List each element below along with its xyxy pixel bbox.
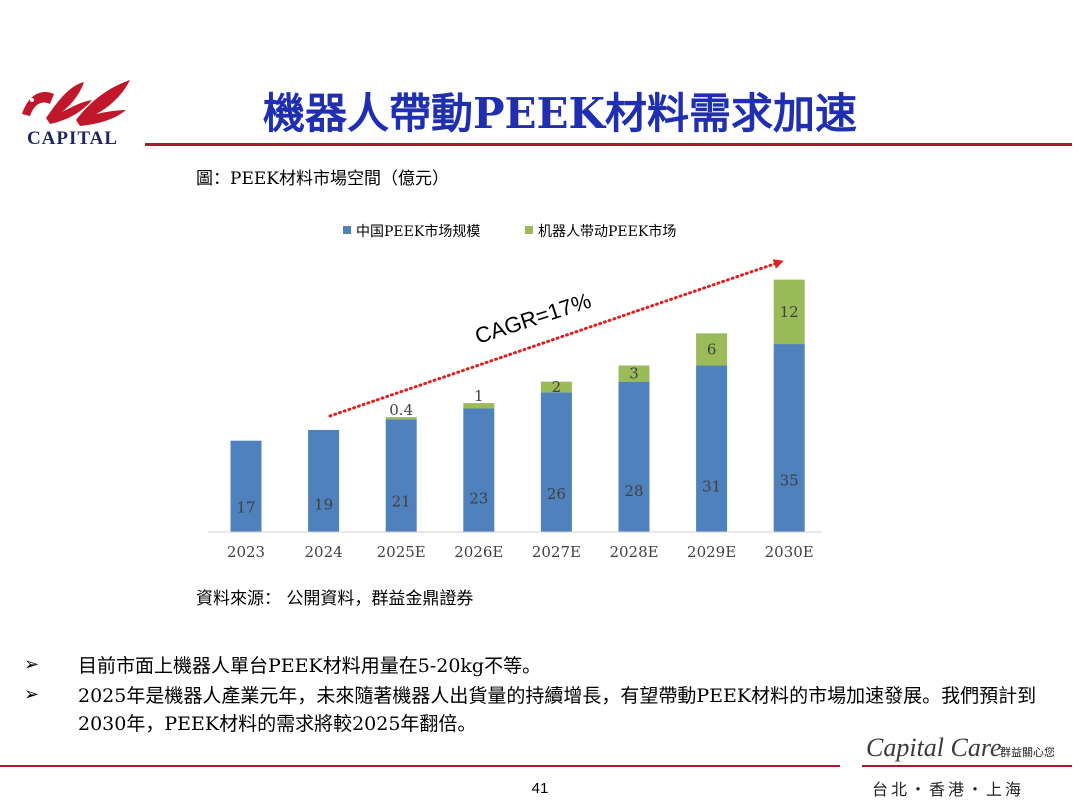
- data-label: 0.4: [389, 401, 413, 419]
- x-tick-label: 2028E: [609, 543, 658, 561]
- x-axis-tick-labels: 2023 2024 2025E 2026E 2027E 2028E 2029E 2030E: [227, 543, 814, 561]
- bar-robot-peek: [696, 333, 728, 366]
- bar-robot-peek: [773, 279, 805, 345]
- bar-china-peek: [618, 381, 650, 532]
- legend-label: 中国PEEK市场规模: [356, 223, 480, 240]
- bar-china-peek: [773, 344, 805, 532]
- chart-legend: 中国PEEK市场规模 机器人带动PEEK市场: [343, 223, 676, 240]
- x-tick-label: 2029E: [687, 543, 736, 561]
- data-label: 12: [780, 303, 799, 321]
- x-tick-label: 2024: [305, 543, 343, 561]
- bar-robot-peek: [385, 417, 417, 420]
- bar-china-peek: [696, 365, 728, 532]
- x-tick-label: 2023: [227, 543, 265, 561]
- data-label: 31: [702, 477, 721, 495]
- data-label: 35: [780, 471, 799, 489]
- x-tick-label: 2027E: [532, 543, 581, 561]
- bar-robot-peek: [540, 381, 572, 393]
- bar-robot-peek: [618, 365, 650, 382]
- bar-china-peek: [308, 429, 340, 532]
- data-label: 6: [707, 340, 717, 358]
- bar-china-peek: [230, 440, 262, 532]
- data-label: 21: [392, 492, 411, 510]
- x-tick-label: 2025E: [377, 543, 426, 561]
- bar-china-peek: [540, 392, 572, 532]
- footer-cities: 台北・香港・上海: [872, 780, 1025, 799]
- legend-swatch: [525, 226, 533, 234]
- arrowhead-bullet-icon: ➢: [24, 654, 40, 675]
- brand-script-logo: Capital Care: [866, 733, 1002, 762]
- cagr-annotation: CAGR=17%: [472, 288, 594, 349]
- data-label: 1: [474, 387, 484, 405]
- data-label: 19: [314, 495, 333, 513]
- brand-tagline: 群益關心您: [1000, 746, 1055, 759]
- data-label: 28: [624, 482, 643, 500]
- source-note: 資料來源： 公開資料，群益金鼎證券: [196, 589, 474, 609]
- peek-market-chart: 中国PEEK市场规模 机器人带动PEEK市场 17 19 210.4231262283…: [208, 223, 822, 561]
- arrowhead-bullet-icon: ➢: [24, 684, 40, 705]
- data-label: 23: [469, 489, 488, 507]
- chart-bars: 17 19 21 0.4 23 1 26 2 28 3 31 6 35 12: [230, 279, 805, 532]
- legend-swatch: [343, 226, 351, 234]
- bar-robot-peek: [463, 403, 495, 409]
- cagr-trend-arrow: [328, 259, 784, 418]
- footer-divider: [862, 765, 1072, 767]
- legend-label: 机器人带动PEEK市场: [538, 223, 676, 240]
- data-label: 26: [547, 485, 566, 503]
- bullet-text-2: 2025年是機器人產業元年，未來隨著機器人出貨量的持續增長，有望帶動PEEK材料…: [78, 685, 1037, 735]
- footer-divider: [0, 765, 840, 767]
- x-tick-label: 2026E: [454, 543, 503, 561]
- data-label: 3: [629, 365, 639, 383]
- figure-caption: 圖：PEEK材料市場空間（億元）: [196, 169, 449, 189]
- logo-text: CAPITAL: [26, 128, 119, 149]
- bar-china-peek: [385, 419, 417, 532]
- page-number: 41: [531, 780, 549, 797]
- bullet-text-1: 目前市面上機器人單台PEEK材料用量在5-20kg不等。: [78, 655, 542, 677]
- data-label: 17: [236, 498, 255, 516]
- title-divider: [145, 143, 1072, 146]
- capital-eagle-logo-icon: [22, 80, 130, 126]
- capital-logo: [10, 74, 140, 150]
- page-title: 機器人帶動PEEK材料需求加速: [262, 89, 858, 138]
- x-tick-label: 2030E: [765, 543, 814, 561]
- bar-china-peek: [463, 408, 495, 532]
- data-label: 2: [552, 378, 562, 396]
